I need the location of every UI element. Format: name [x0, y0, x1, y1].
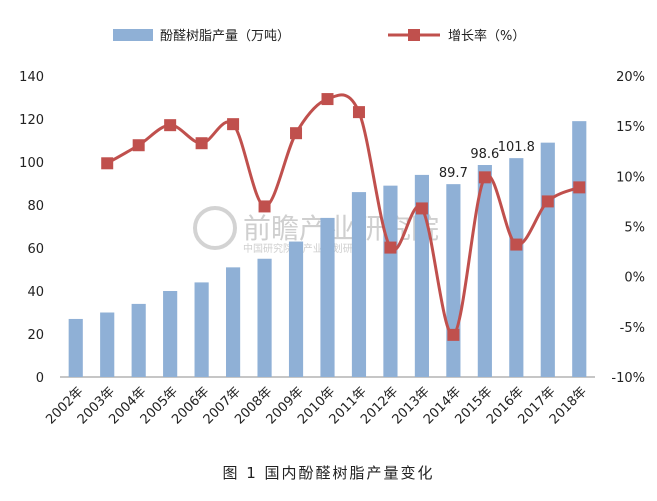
bars — [68, 121, 587, 378]
growth-marker — [321, 93, 334, 106]
left-tick-label: 120 — [19, 113, 44, 128]
bar-data-label: 101.8 — [498, 140, 535, 155]
growth-marker — [541, 195, 554, 208]
chart: 前瞻产业研究院 中国研究院 | 产业规划研究 酚醛树脂产量（万吨） 增长率（%）… — [19, 28, 645, 427]
left-tick-label: 40 — [27, 285, 44, 300]
growth-marker — [227, 118, 240, 131]
growth-marker — [573, 181, 586, 194]
legend-bar-swatch — [113, 29, 153, 41]
left-tick-label: 80 — [27, 199, 44, 214]
bar — [257, 258, 272, 377]
growth-marker — [352, 106, 365, 119]
bar — [383, 185, 398, 377]
bar — [509, 158, 524, 377]
figure-caption: 图 1 国内酚醛树脂产量变化 — [222, 464, 435, 482]
watermark: 前瞻产业研究院 中国研究院 | 产业规划研究 — [193, 206, 439, 255]
bar — [163, 291, 178, 377]
bar — [68, 318, 83, 377]
x-axis-ticks: 2002年2003年2004年2005年2006年2007年2008年2009年… — [43, 384, 590, 427]
legend-line-label: 增长率（%） — [448, 28, 525, 44]
growth-marker — [447, 328, 460, 341]
growth-marker — [415, 202, 428, 215]
bar-data-label: 89.7 — [439, 166, 468, 181]
bar — [351, 192, 367, 377]
left-tick-label: 60 — [27, 242, 44, 257]
bar-data-label: 98.6 — [470, 147, 499, 162]
growth-marker — [384, 241, 397, 254]
right-axis-ticks: -10% -5% 0% 5% 10% 15% 20% — [611, 70, 645, 386]
growth-marker — [258, 200, 271, 213]
growth-line — [101, 93, 586, 341]
left-tick-label: 140 — [19, 70, 44, 85]
growth-marker — [510, 238, 523, 251]
bar — [540, 142, 555, 377]
bar — [477, 165, 492, 377]
legend: 酚醛树脂产量（万吨） 增长率（%） — [113, 28, 525, 44]
bar — [288, 241, 304, 377]
bar — [320, 217, 335, 377]
bar — [194, 282, 209, 377]
right-tick-label: -10% — [611, 371, 645, 386]
right-tick-label: 15% — [616, 120, 645, 135]
left-axis-ticks: 0 20 40 60 80 100 120 140 — [19, 70, 44, 386]
growth-marker — [195, 137, 208, 150]
legend-line-marker — [408, 29, 420, 41]
bar — [414, 174, 429, 377]
right-tick-label: 10% — [616, 170, 645, 185]
legend-bar-label: 酚醛树脂产量（万吨） — [160, 28, 290, 44]
growth-marker — [101, 157, 114, 170]
growth-marker — [478, 171, 491, 184]
bar — [100, 312, 115, 377]
bar — [572, 121, 587, 378]
growth-marker — [164, 119, 177, 132]
right-tick-label: 20% — [616, 70, 645, 85]
watermark-logo-icon — [193, 206, 237, 250]
right-tick-label: -5% — [620, 321, 645, 336]
growth-marker — [290, 127, 303, 140]
bar — [446, 184, 461, 377]
growth-marker — [132, 139, 145, 152]
left-tick-label: 0 — [36, 371, 44, 386]
left-tick-label: 100 — [19, 156, 44, 171]
left-tick-label: 20 — [27, 328, 44, 343]
bar — [226, 267, 241, 377]
right-tick-label: 5% — [624, 221, 645, 236]
bar — [131, 303, 146, 377]
right-tick-label: 0% — [624, 271, 645, 286]
